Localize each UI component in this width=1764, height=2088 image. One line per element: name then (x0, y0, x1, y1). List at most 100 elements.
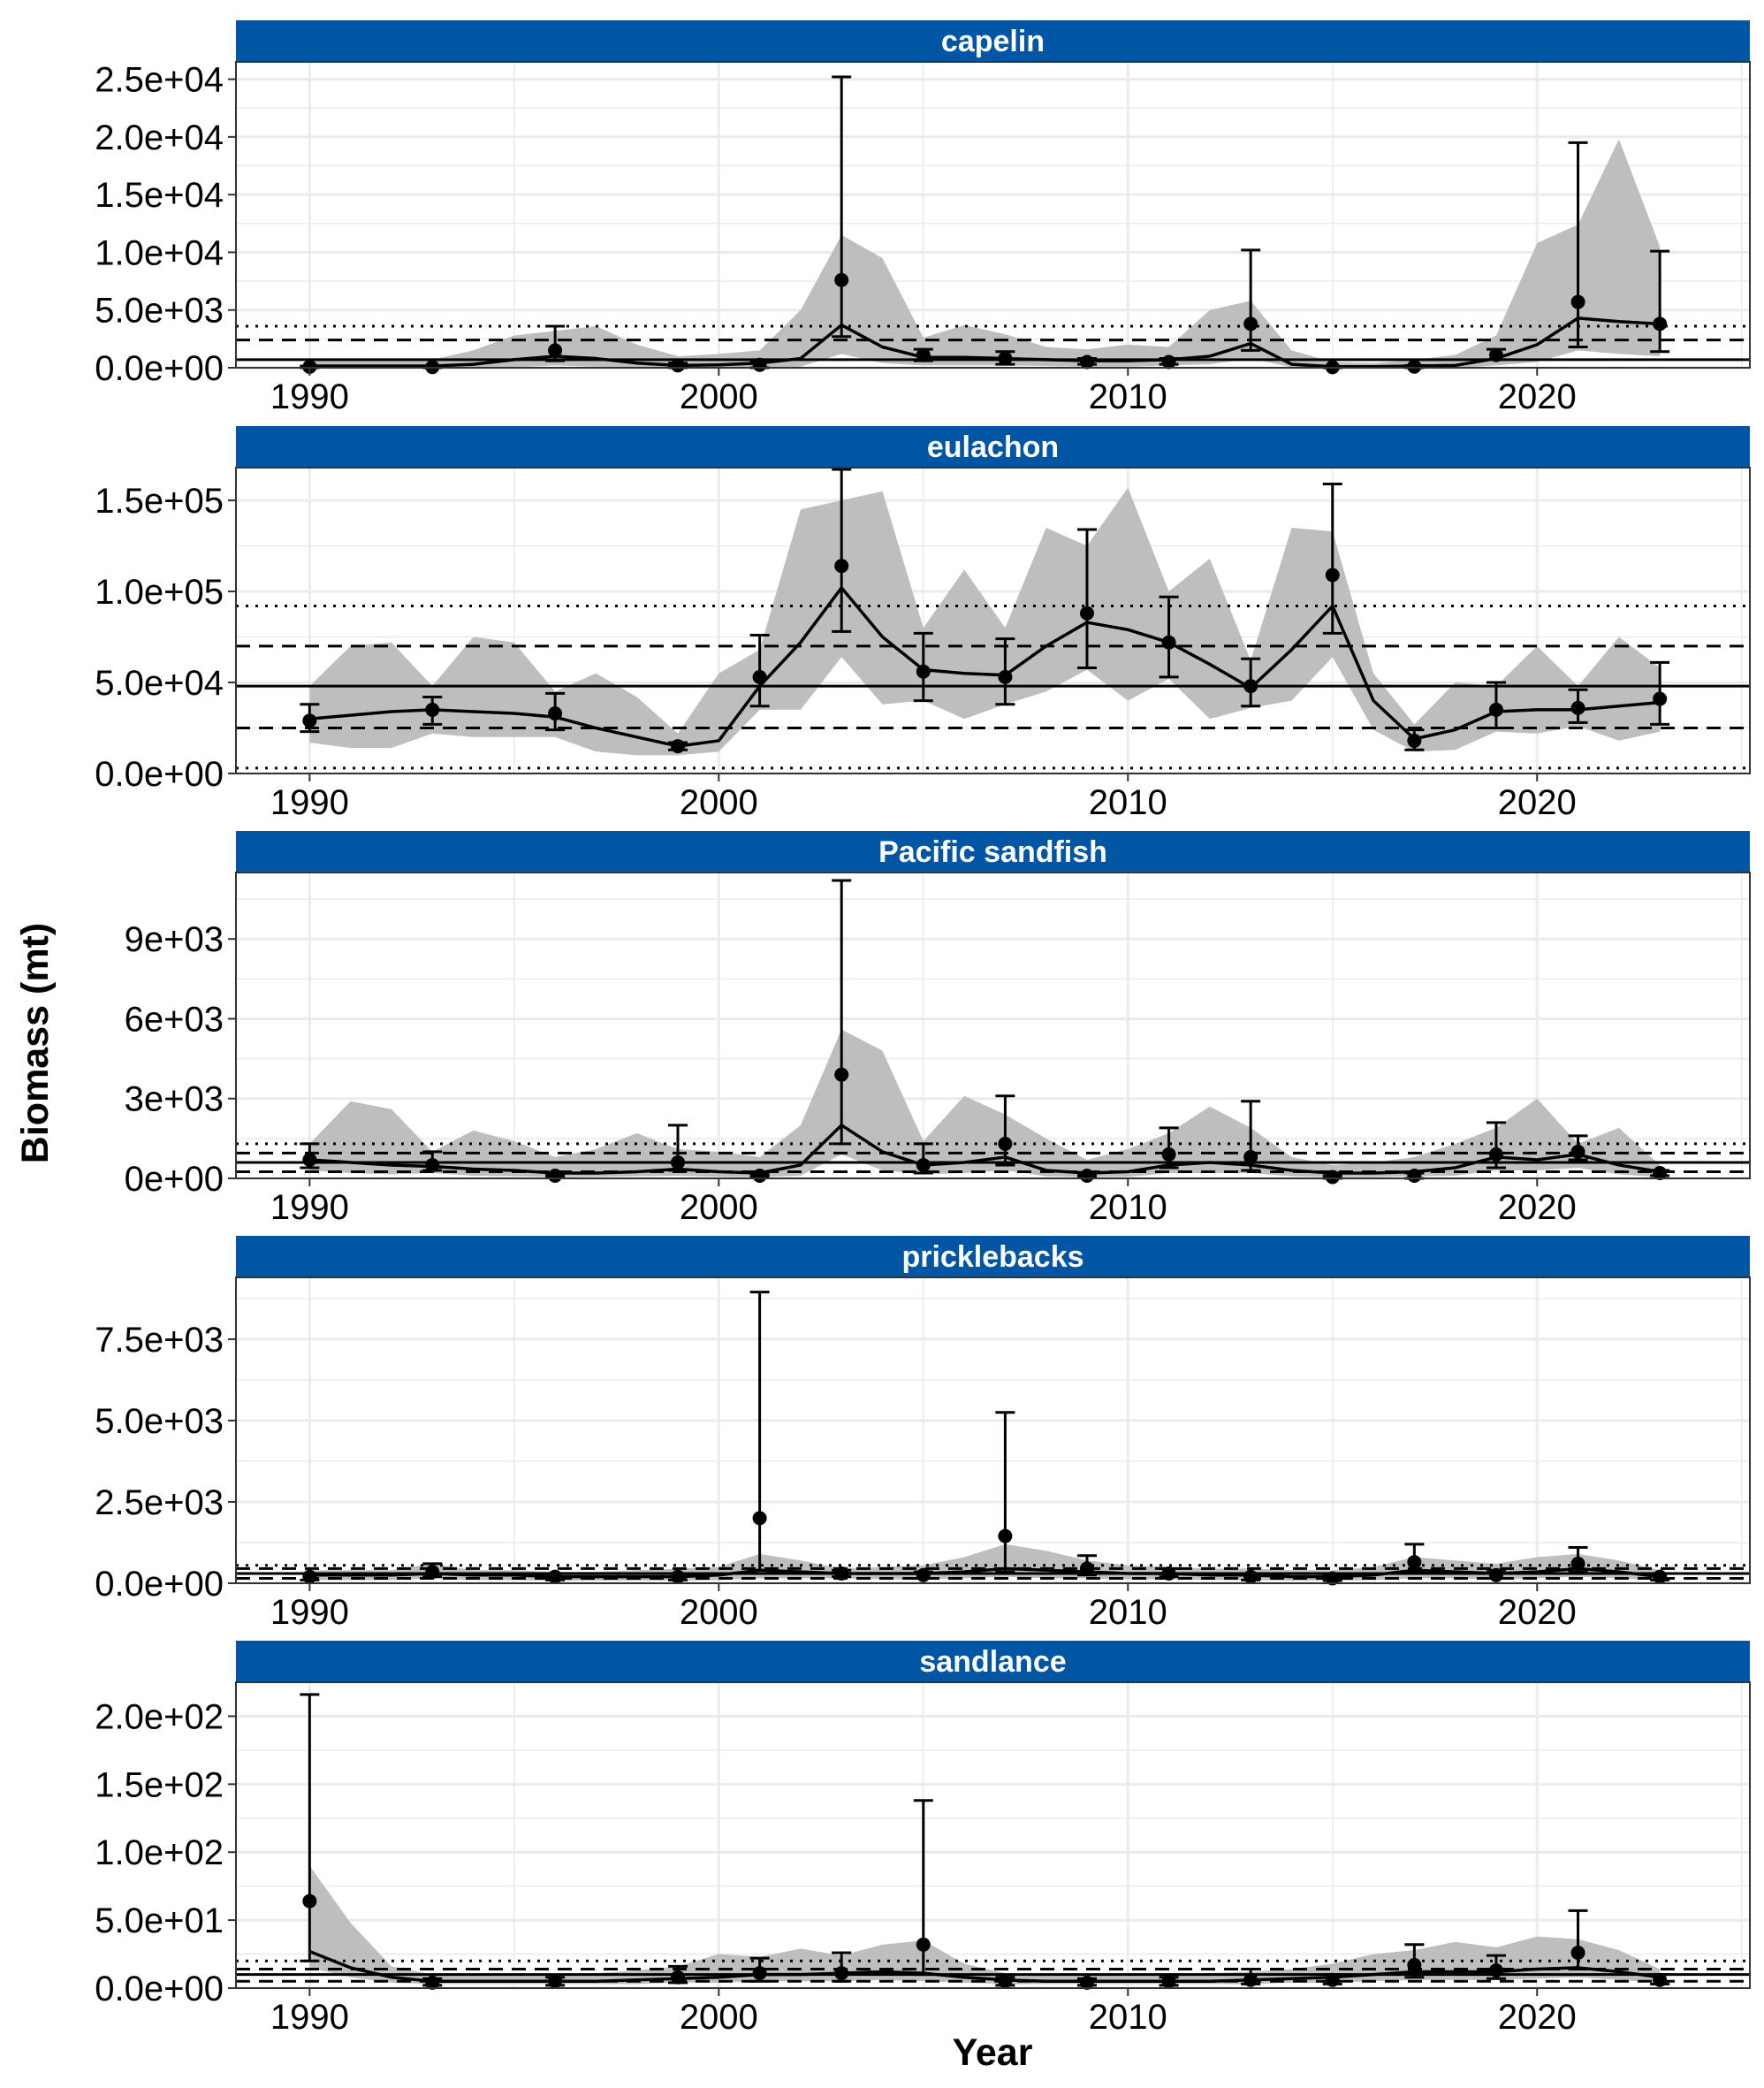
y-tick-label: 5.0e+03 (95, 1402, 224, 1441)
y-tick-label: 1.5e+02 (95, 1765, 224, 1804)
observation-point (302, 713, 317, 728)
confidence-ribbon (309, 1865, 1661, 1985)
y-tick-label: 9e+03 (125, 920, 224, 959)
observation-point (916, 1937, 931, 1952)
observation-point (1079, 606, 1094, 621)
observation-point (916, 1157, 931, 1172)
facet-strip-label: eulachon (927, 431, 1059, 464)
y-tick-label: 1.5e+05 (95, 482, 224, 521)
plot-background (236, 1682, 1750, 1988)
x-tick-label: 1990 (270, 1188, 349, 1227)
facet-strip-label: pricklebacks (901, 1240, 1083, 1274)
observation-point (302, 1152, 317, 1167)
facet-strip-label: Pacific sandfish (878, 835, 1107, 869)
y-tick-label: 2.5e+04 (95, 61, 224, 100)
observation-point (1407, 1555, 1422, 1570)
x-tick-label: 2000 (680, 1998, 758, 2037)
y-tick-label: 1.0e+02 (95, 1833, 224, 1872)
confidence-ribbon (309, 1543, 1661, 1581)
y-tick-label: 0e+00 (125, 1160, 224, 1199)
x-tick-label: 2010 (1089, 783, 1167, 822)
facet-strip-label: sandlance (919, 1645, 1066, 1679)
observation-point (1325, 1571, 1340, 1586)
x-tick-label: 2010 (1089, 1593, 1167, 1632)
observation-point (302, 359, 317, 374)
facet-strip (236, 1641, 1750, 1682)
observation-point (1488, 1147, 1503, 1162)
observation-point (1325, 568, 1340, 583)
observation-point (1570, 1946, 1585, 1961)
observation-point (425, 1157, 440, 1172)
observation-point (834, 559, 849, 574)
y-tick-label: 6e+03 (125, 1000, 224, 1039)
panel-1: capelin 0.0e+00 5.0e+03 1.0e+04 1.5e+04 2.0e+… (95, 20, 1751, 416)
observation-point (1079, 1561, 1094, 1576)
x-tick-label: 1990 (270, 1593, 349, 1632)
y-tick-label: 1.0e+04 (95, 233, 224, 272)
y-tick-label: 0.0e+00 (95, 349, 224, 388)
observation-point (1407, 733, 1422, 748)
y-axis-title: Biomass (mt) (14, 923, 57, 1163)
panel-border (235, 467, 1751, 774)
x-tick-label: 2000 (680, 783, 758, 822)
observation-point (548, 1569, 563, 1584)
observation-point (1653, 691, 1668, 706)
observation-point (1407, 1957, 1422, 1972)
observation-point (998, 351, 1013, 366)
fitted-series-line (308, 1949, 1661, 1984)
observation-point (1243, 316, 1258, 331)
observation-point (671, 358, 686, 373)
observation-point (1653, 1165, 1668, 1180)
panel-border (235, 61, 1751, 369)
observation-point (1488, 702, 1503, 717)
y-tick-label: 0.0e+00 (95, 1565, 224, 1604)
observation-point (671, 739, 686, 754)
observation-point (1653, 1972, 1668, 1987)
observation-point (834, 1966, 849, 1981)
observation-point (1161, 1974, 1176, 1989)
observation-point (998, 1974, 1013, 1989)
observation-point (302, 1894, 317, 1909)
x-tick-label: 1990 (270, 783, 349, 822)
plot-background (236, 62, 1750, 368)
observation-point (1570, 1144, 1585, 1159)
y-tick-label: 2.5e+03 (95, 1483, 224, 1522)
observation-point (425, 1565, 440, 1580)
observation-point (671, 1569, 686, 1584)
observation-point (671, 1154, 686, 1170)
observation-point (1079, 1975, 1094, 1990)
x-tick-label: 2000 (680, 1188, 758, 1227)
panel-border (235, 872, 1751, 1179)
observation-point (1243, 1569, 1258, 1584)
observation-point (548, 706, 563, 721)
observation-point (916, 347, 931, 362)
observation-point (1243, 1149, 1258, 1164)
confidence-ribbon (309, 487, 1661, 756)
y-tick-label: 5.0e+01 (95, 1901, 224, 1940)
x-tick-label: 2020 (1498, 1593, 1577, 1632)
facet-strip (236, 20, 1750, 62)
observation-point (916, 1567, 931, 1582)
observation-point (1079, 1168, 1094, 1183)
panel-border (235, 1276, 1751, 1584)
x-tick-label: 2000 (680, 1593, 758, 1632)
observation-point (1570, 700, 1585, 715)
panel-2: eulachon 0.0e+00 5.0e+04 1.0e+05 1.5e+05 1990… (95, 426, 1751, 822)
panel-5: sandlance 0.0e+00 5.0e+01 1.0e+02 1.5e+02 2.0… (95, 1641, 1751, 2037)
y-tick-label: 2.0e+04 (95, 118, 224, 157)
panel-border (235, 1681, 1751, 1989)
y-tick-label: 7.5e+03 (95, 1321, 224, 1360)
y-tick-label: 3e+03 (125, 1080, 224, 1119)
x-tick-label: 2010 (1089, 1998, 1167, 2037)
observation-point (1161, 1147, 1176, 1162)
fitted-series-line (309, 1124, 1661, 1175)
observation-point (548, 1168, 563, 1183)
observation-point (998, 669, 1013, 684)
observation-point (1653, 1569, 1668, 1584)
y-tick-label: 1.0e+05 (95, 573, 224, 612)
observation-point (1407, 359, 1422, 374)
observation-point (752, 1511, 767, 1526)
observation-point (1488, 1963, 1503, 1978)
observation-point (1161, 354, 1176, 370)
observation-point (1488, 1567, 1503, 1582)
